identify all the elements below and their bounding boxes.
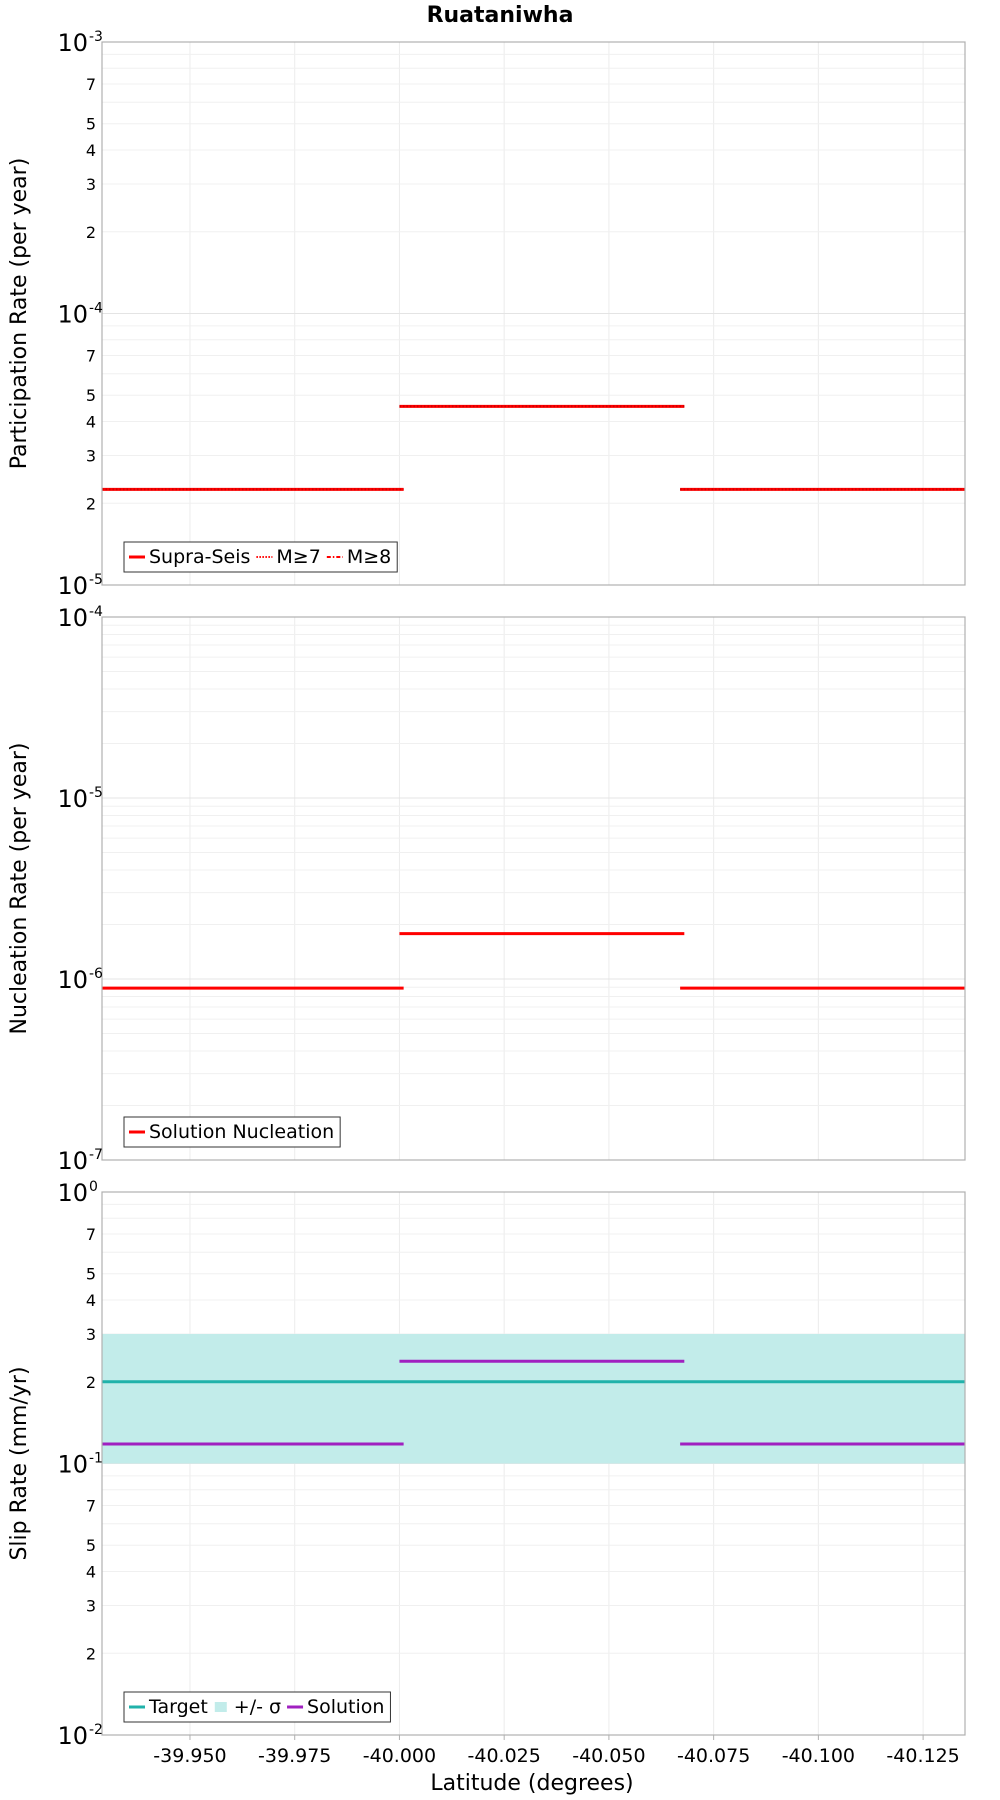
y-minor-tick-label: 2 [86,494,96,513]
y-tick-exponent: -1 [89,1451,103,1467]
x-tick-label: -40.100 [782,1745,855,1767]
legend-label: Supra-Seis [149,546,250,568]
y-tick-exponent: -4 [89,604,103,620]
y-tick-label: 10 [57,604,88,632]
y-axis-label: Participation Rate (per year) [7,158,32,470]
plot-frame [101,616,966,1161]
legend-box [123,1691,391,1723]
y-axis-label: Slip Rate (mm/yr) [7,1366,32,1560]
chart-title: Ruataniwha [427,3,574,28]
legend-box [123,1116,341,1148]
y-minor-tick-label: 3 [86,1325,96,1344]
x-axis-label: Latitude (degrees) [430,1771,633,1796]
y-tick-exponent: -3 [89,29,103,45]
y-tick-label: 10 [57,1179,88,1207]
y-minor-tick-label: 4 [86,1563,96,1582]
y-minor-tick-label: 4 [86,1291,96,1310]
y-minor-tick-label: 4 [86,141,96,160]
y-minor-tick-label: 2 [86,1373,96,1392]
sigma-band [102,1333,965,1464]
y-tick-label: 10 [57,1722,88,1750]
y-minor-tick-label: 5 [86,1536,96,1555]
y-tick-exponent: -2 [89,1722,103,1738]
y-minor-tick-label: 3 [86,175,96,194]
y-minor-tick-label: 5 [86,1265,96,1284]
plot-area [102,617,965,1160]
legend-label: +/- σ [234,1696,281,1718]
y-minor-tick-label: 7 [86,75,96,94]
x-tick-label: -39.950 [153,1745,226,1767]
y-tick-exponent: -7 [89,1147,103,1163]
y-minor-tick-label: 3 [86,446,96,465]
legend-label: Target [148,1696,208,1718]
y-minor-tick-label: 7 [86,1497,96,1516]
y-minor-tick-label: 5 [86,115,96,134]
x-tick-label: -40.050 [572,1745,645,1767]
legend-label: Solution [307,1696,384,1718]
y-tick-label: 10 [57,785,88,813]
y-minor-tick-label: 7 [86,1225,96,1244]
y-axis-label: Nucleation Rate (per year) [7,743,32,1035]
y-tick-label: 10 [57,1451,88,1479]
legend: Supra-Seis M≥7 M≥8 [123,541,398,573]
y-tick-label: 10 [57,572,88,600]
legend: Target +/- σ Solution [123,1691,391,1723]
legend-label: M≥7 [276,546,320,568]
y-tick-exponent: -5 [89,785,103,801]
y-minor-tick-label: 7 [86,347,96,366]
y-tick-exponent: -4 [89,301,103,317]
y-minor-tick-label: 2 [86,1644,96,1663]
y-tick-label: 10 [57,1147,88,1175]
legend: Solution Nucleation [123,1116,341,1148]
legend-label: M≥8 [347,546,391,568]
y-tick-exponent: -5 [89,572,103,588]
x-tick-label: -40.125 [886,1745,959,1767]
y-minor-tick-label: 2 [86,223,96,242]
x-tick-label: -39.975 [258,1745,331,1767]
plot-frame [101,41,966,586]
x-tick-label: -40.075 [677,1745,750,1767]
legend-label: Solution Nucleation [149,1121,334,1143]
y-tick-label: 10 [57,301,88,329]
legend-swatch [214,1702,227,1712]
x-tick-label: -40.025 [468,1745,541,1767]
y-minor-tick-label: 4 [86,413,96,432]
y-tick-exponent: 0 [89,1179,98,1195]
x-tick-label: -40.000 [363,1745,436,1767]
y-tick-label: 10 [57,29,88,57]
y-minor-tick-label: 3 [86,1596,96,1615]
plot-frame [101,1191,966,1736]
y-tick-label: 10 [57,966,88,994]
y-minor-tick-label: 5 [86,386,96,405]
y-tick-exponent: -6 [89,966,103,982]
